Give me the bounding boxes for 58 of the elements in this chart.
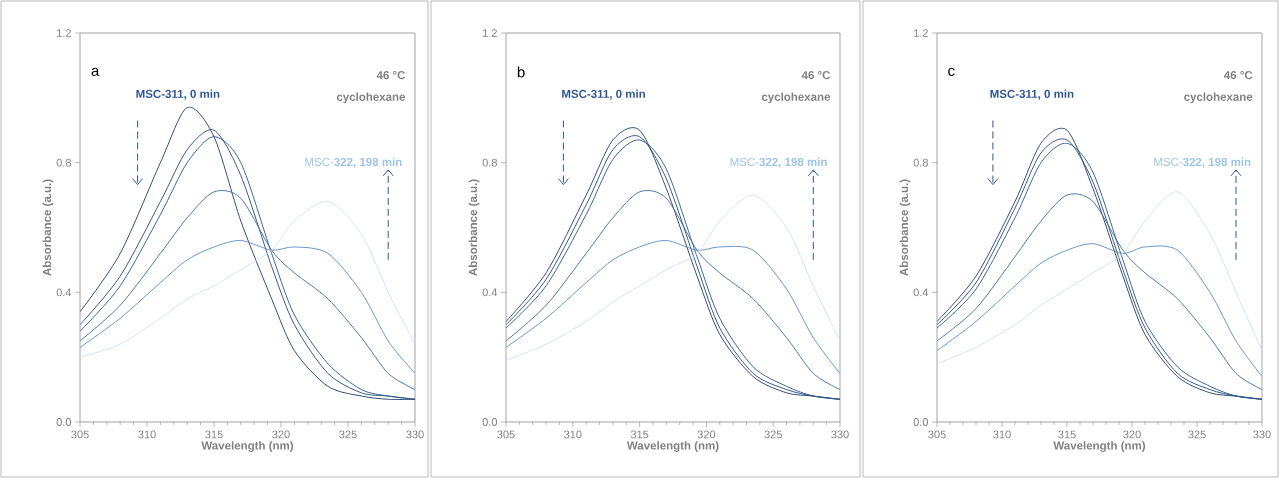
x-tick-label: 310 xyxy=(138,430,156,439)
line-series xyxy=(937,243,1262,378)
y-axis-title: Absorbance (a.u.) xyxy=(42,179,54,276)
annotation: MSC-322, 198 min xyxy=(730,157,827,168)
line-series xyxy=(506,240,841,374)
x-tick-label: 330 xyxy=(1253,430,1271,439)
x-tick-label: 305 xyxy=(497,430,515,439)
annotation: 46 °C xyxy=(1223,71,1253,80)
x-tick-label: 305 xyxy=(71,430,89,439)
y-tick-label: 1.2 xyxy=(483,29,497,37)
x-tick-label: 325 xyxy=(764,430,782,439)
x-axis-title: Wavelength (nm) xyxy=(201,441,294,452)
annotation: MSC-311, 0 min xyxy=(990,89,1074,100)
x-axis-title: Wavelength (nm) xyxy=(1053,441,1146,452)
annotation: 46 °C xyxy=(376,71,406,80)
x-tick-label: 315 xyxy=(1058,430,1076,439)
annotation: 46 °C xyxy=(801,71,831,80)
y-tick-label: 0.8 xyxy=(482,158,497,167)
y-tick-label: 0.0 xyxy=(56,418,72,426)
x-tick-label: 320 xyxy=(272,430,290,439)
y-tick-label: 0.4 xyxy=(482,288,498,297)
x-tick-label: 330 xyxy=(831,430,849,439)
line-series xyxy=(80,240,416,374)
x-tick-label: 330 xyxy=(406,430,424,439)
annotation: cyclohexane xyxy=(336,92,406,104)
x-tick-label: 310 xyxy=(993,430,1011,439)
x-tick-label: 325 xyxy=(339,430,357,439)
x-tick-label: 310 xyxy=(564,430,582,439)
x-tick-label: 305 xyxy=(928,430,946,439)
y-tick-label: 1.2 xyxy=(57,29,71,37)
x-tick-label: 320 xyxy=(697,430,716,439)
y-axis-title: Absorbance (a.u.) xyxy=(468,179,480,276)
annotation: cyclohexane xyxy=(761,92,831,104)
annotation: a xyxy=(91,67,100,76)
x-tick-label: 320 xyxy=(1123,430,1141,439)
line-series xyxy=(80,190,416,391)
x-tick-label: 315 xyxy=(630,430,649,439)
y-tick-label: 0.4 xyxy=(56,288,72,297)
y-axis-title: Absorbance (a.u.) xyxy=(899,179,911,276)
x-tick-label: 325 xyxy=(1188,430,1206,439)
annotation: cyclohexane xyxy=(1184,92,1253,104)
line-series xyxy=(506,194,841,361)
annotation: MSC-322, 198 min xyxy=(1154,157,1251,168)
y-tick-label: 0.8 xyxy=(913,158,928,167)
y-tick-label: 0.0 xyxy=(913,418,929,426)
line-series xyxy=(80,200,416,358)
line-series xyxy=(506,190,841,391)
annotation: c xyxy=(948,67,955,76)
y-tick-label: 0.8 xyxy=(56,158,71,167)
y-tick-label: 0.4 xyxy=(913,288,929,297)
x-tick-label: 315 xyxy=(205,430,223,439)
x-axis-title: Wavelength (nm) xyxy=(626,441,719,452)
annotation: MSC-311, 0 min xyxy=(136,89,220,100)
y-tick-label: 1.2 xyxy=(914,29,928,37)
y-tick-label: 0.0 xyxy=(482,418,498,426)
annotation: MSC-311, 0 min xyxy=(562,89,645,100)
annotation: MSC-322, 198 min xyxy=(305,157,402,168)
annotation: b xyxy=(517,66,525,78)
